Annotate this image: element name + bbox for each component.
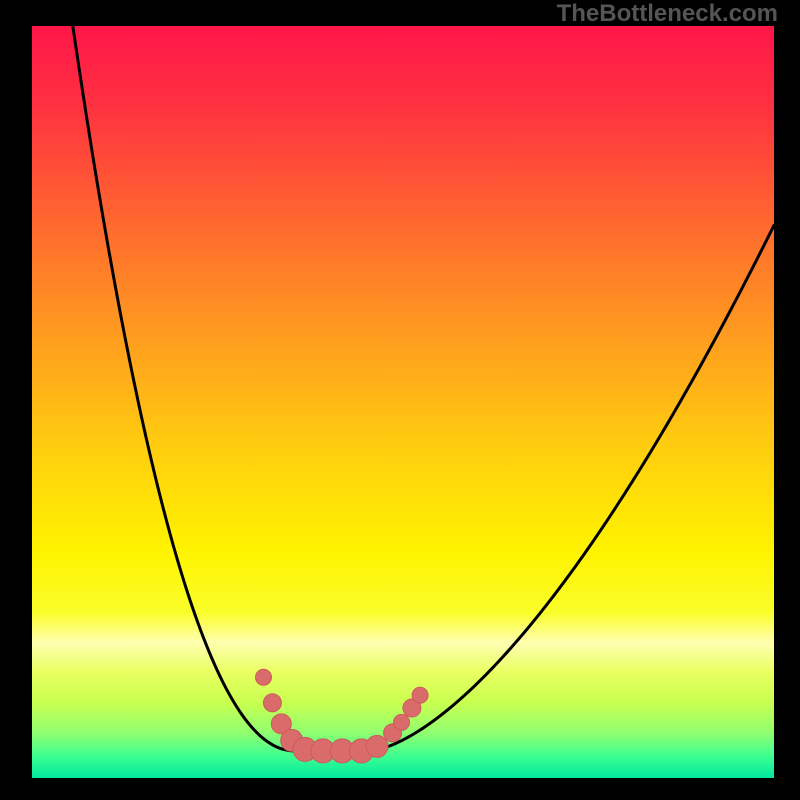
plot-area (32, 26, 774, 778)
marker-point (412, 687, 428, 703)
chart-stage: TheBottleneck.com (0, 0, 800, 800)
marker-point (394, 714, 410, 730)
marker-point (366, 735, 388, 757)
marker-point (263, 694, 281, 712)
marker-points (32, 26, 774, 778)
marker-point (256, 669, 272, 685)
watermark-text: TheBottleneck.com (557, 0, 778, 28)
